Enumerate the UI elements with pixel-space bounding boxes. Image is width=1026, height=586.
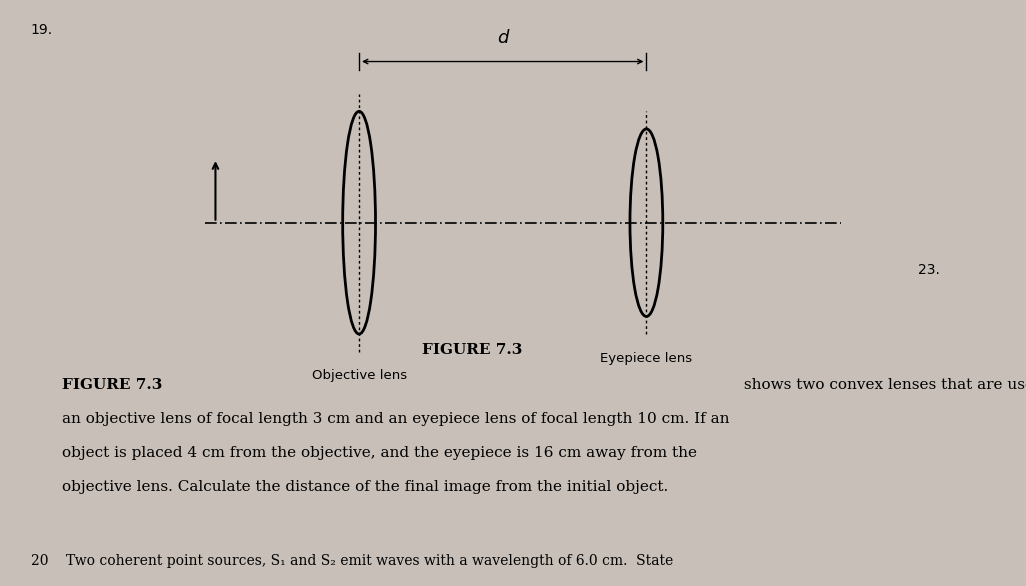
Text: d: d [497, 29, 509, 47]
Text: FIGURE 7.3: FIGURE 7.3 [422, 343, 522, 357]
Text: an objective lens of focal length 3 cm and an eyepiece lens of focal length 10 c: an objective lens of focal length 3 cm a… [62, 412, 729, 426]
Text: objective lens. Calculate the distance of the final image from the initial objec: objective lens. Calculate the distance o… [62, 480, 668, 494]
Text: 19.: 19. [31, 23, 53, 38]
Text: 20    Two coherent point sources, S₁ and S₂ emit waves with a wavelength of 6.0 : 20 Two coherent point sources, S₁ and S₂… [31, 554, 673, 568]
Text: shows two convex lenses that are used in a compound microscope with: shows two convex lenses that are used in… [739, 378, 1026, 392]
Text: object is placed 4 cm from the objective, and the eyepiece is 16 cm away from th: object is placed 4 cm from the objective… [62, 446, 697, 460]
Text: Eyepiece lens: Eyepiece lens [600, 352, 693, 364]
Text: Objective lens: Objective lens [312, 369, 406, 382]
Text: FIGURE 7.3: FIGURE 7.3 [62, 378, 162, 392]
Text: 23.: 23. [918, 263, 940, 277]
